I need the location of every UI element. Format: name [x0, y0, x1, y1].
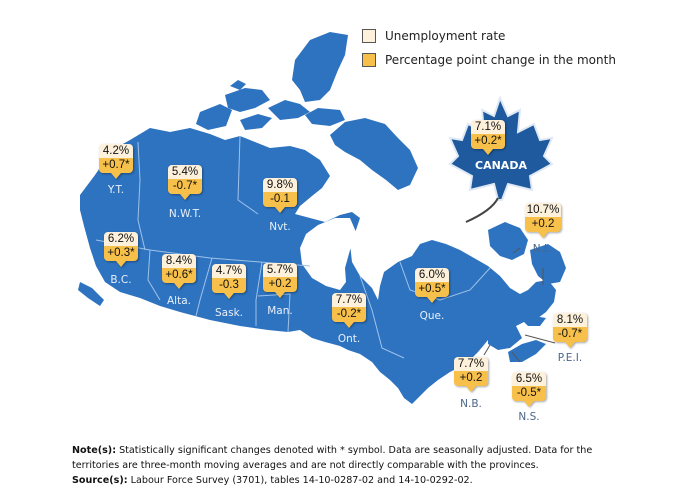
- callout-pointer: [565, 342, 575, 348]
- source-text: Labour Force Survey (3701), tables 14-10…: [127, 475, 473, 486]
- rate-value: 5.7%: [263, 263, 297, 277]
- change-value: +0.6*: [162, 268, 196, 283]
- canada-map-graphic: [78, 32, 566, 404]
- region-label-nunavut: Nvt.: [269, 221, 291, 233]
- callout-pointer: [174, 283, 184, 289]
- change-value: -0.5*: [512, 386, 546, 401]
- legend-label: Percentage point change in the month: [385, 53, 616, 67]
- callout-new-brunswick: 7.7% +0.2: [454, 357, 488, 392]
- callout-canada: 7.1% +0.2*: [471, 120, 505, 155]
- callout-bc: 6.2% +0.3*: [104, 232, 138, 267]
- region-label-alberta: Alta.: [167, 295, 191, 307]
- region-label-nova-scotia: N.S.: [518, 411, 540, 423]
- rate-value: 10.7%: [525, 203, 561, 217]
- rate-value: 9.8%: [263, 178, 297, 192]
- note-text: Statistically significant changes denote…: [72, 445, 593, 471]
- region-label-quebec: Que.: [419, 310, 445, 322]
- rate-value: 6.2%: [104, 232, 138, 246]
- source-line: Source(s): Labour Force Survey (3701), t…: [72, 473, 632, 488]
- region-label-bc: B.C.: [110, 274, 132, 286]
- note-label: Note(s):: [72, 445, 117, 456]
- callout-nunavut: 9.8% -0.1: [263, 178, 297, 213]
- change-value: +0.2*: [471, 134, 505, 149]
- callout-pointer: [275, 292, 285, 298]
- region-label-ontario: Ont.: [337, 333, 361, 345]
- callout-manitoba: 5.7% +0.2: [263, 263, 297, 298]
- callout-pointer: [111, 173, 121, 179]
- callout-saskatchewan: 4.7% -0.3: [212, 264, 246, 299]
- callout-ontario: 7.7% -0.2*: [332, 293, 366, 328]
- rate-value: 5.4%: [168, 165, 202, 179]
- change-value: +0.2: [454, 371, 488, 386]
- hudson-bay: [300, 218, 356, 290]
- change-value: -0.2*: [332, 307, 366, 322]
- rate-value: 7.1%: [471, 120, 505, 134]
- callout-pointer: [344, 322, 354, 328]
- region-label-nwt: N.W.T.: [168, 208, 202, 220]
- source-label: Source(s):: [72, 475, 128, 486]
- callout-pointer: [524, 401, 534, 407]
- callout-pointer: [116, 261, 126, 267]
- legend-label: Unemployment rate: [385, 29, 506, 43]
- callout-nova-scotia: 6.5% -0.5*: [512, 372, 546, 407]
- region-label-saskatchewan: Sask.: [215, 307, 243, 319]
- legend-item-change: Percentage point change in the month: [362, 48, 616, 72]
- canada-label: CANADA: [475, 159, 527, 172]
- change-value: -0.7*: [553, 327, 587, 342]
- leader-lines: [483, 247, 556, 363]
- rate-value: 7.7%: [454, 357, 488, 371]
- change-value: -0.1: [263, 192, 297, 207]
- region-label-newfoundland: N.L.: [532, 243, 554, 255]
- hudson-strait: [360, 208, 398, 224]
- callout-pointer: [427, 297, 437, 303]
- note-line: Note(s): Statistically significant chang…: [72, 443, 632, 473]
- region-label-pei: P.E.I.: [557, 352, 583, 364]
- rate-value: 8.4%: [162, 254, 196, 268]
- canada-landmass: [78, 32, 566, 404]
- change-value: +0.3*: [104, 246, 138, 261]
- rate-value: 6.0%: [415, 268, 449, 282]
- callout-pointer: [224, 293, 234, 299]
- region-label-manitoba: Man.: [267, 305, 293, 317]
- change-value: -0.7*: [168, 179, 202, 194]
- region-label-new-brunswick: N.B.: [460, 398, 482, 410]
- change-value: -0.3: [212, 278, 246, 293]
- callout-pointer: [483, 149, 493, 155]
- rate-value: 7.7%: [332, 293, 366, 307]
- callout-alberta: 8.4% +0.6*: [162, 254, 196, 289]
- callout-pointer: [275, 207, 285, 213]
- legend: Unemployment rate Percentage point chang…: [362, 24, 616, 72]
- callout-pointer: [180, 194, 190, 200]
- maple-leaf-icon: [448, 95, 554, 223]
- rate-value: 8.1%: [553, 313, 587, 327]
- change-value: +0.5*: [415, 282, 449, 297]
- callout-quebec: 6.0% +0.5*: [415, 268, 449, 303]
- callout-pointer: [538, 232, 548, 238]
- rate-value: 4.7%: [212, 264, 246, 278]
- change-value: +0.2: [525, 217, 561, 232]
- callout-pointer: [466, 386, 476, 392]
- legend-swatch-rate: [362, 29, 376, 43]
- legend-item-unemployment-rate: Unemployment rate: [362, 24, 616, 48]
- region-label-yukon: Y.T.: [107, 184, 125, 196]
- callout-newfoundland: 10.7% +0.2: [525, 203, 561, 238]
- callout-pei: 8.1% -0.7*: [553, 313, 587, 348]
- change-value: +0.2: [263, 277, 297, 292]
- change-value: +0.7*: [99, 158, 133, 173]
- legend-swatch-change: [362, 53, 376, 67]
- rate-value: 6.5%: [512, 372, 546, 386]
- notes-block: Note(s): Statistically significant chang…: [72, 443, 632, 488]
- rate-value: 4.2%: [99, 144, 133, 158]
- callout-yukon: 4.2% +0.7*: [99, 144, 133, 179]
- callout-nwt: 5.4% -0.7*: [168, 165, 202, 200]
